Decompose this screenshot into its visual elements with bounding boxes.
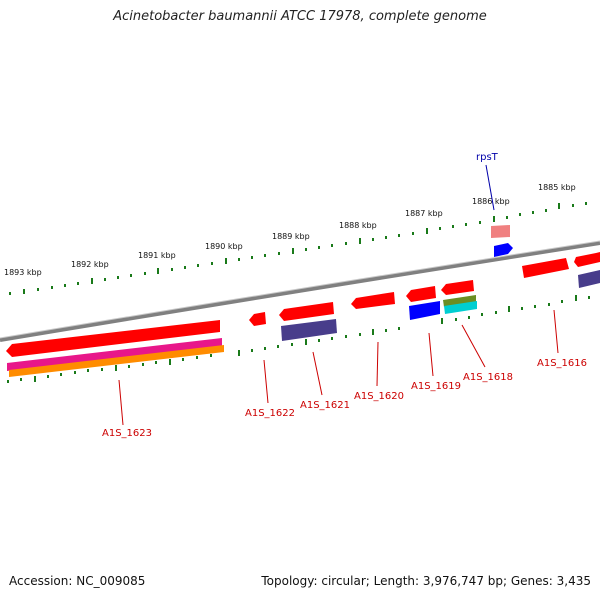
gene-arrow-1620 bbox=[351, 292, 395, 309]
gene-arrow-1615 bbox=[574, 252, 600, 267]
gene-arrow-1618 bbox=[441, 280, 474, 295]
gene-arrow-1621-protein bbox=[281, 319, 337, 341]
gene-label-A1S_1621: A1S_1621 bbox=[300, 400, 350, 411]
kbp-tick-label-1890: 1890 kbp bbox=[205, 242, 243, 251]
kbp-tick-label-1891: 1891 kbp bbox=[138, 251, 176, 260]
gene-arrow-1623-magenta bbox=[7, 338, 222, 371]
genome-backbone-highlight bbox=[0, 240, 600, 339]
gene-label-A1S_1620: A1S_1620 bbox=[354, 391, 404, 402]
gene-label-A1S_1623: A1S_1623 bbox=[102, 428, 152, 439]
kbp-tick-label-1888: 1888 kbp bbox=[339, 221, 377, 230]
gene-arrow-1616-protein bbox=[578, 270, 600, 288]
kbp-tick-label-1892: 1892 kbp bbox=[71, 260, 109, 269]
gene-arrow-1622 bbox=[249, 312, 266, 326]
kbp-tick-label-1889: 1889 kbp bbox=[272, 232, 310, 241]
gene-arrow-1619-protein bbox=[409, 301, 440, 320]
gene-label-A1S_1619: A1S_1619 bbox=[411, 381, 461, 392]
gene-label-rpsT: rpsT bbox=[476, 152, 499, 163]
kbp-tick-label-1885: 1885 kbp bbox=[538, 183, 576, 192]
gene-arrow-1621 bbox=[279, 302, 334, 321]
kbp-tick-label-1893: 1893 kbp bbox=[4, 268, 42, 277]
gene-arrow-1623 bbox=[6, 320, 220, 357]
gene-arrow-1618-cyan bbox=[444, 301, 477, 314]
gene-arrow-1619 bbox=[406, 286, 436, 302]
gene-label-A1S_1618: A1S_1618 bbox=[463, 372, 513, 383]
gene-label-A1S_1622: A1S_1622 bbox=[245, 408, 295, 419]
gene-arrow-rpsT bbox=[491, 225, 510, 238]
kbp-tick-label-1886: 1886 kbp bbox=[472, 197, 510, 206]
label-leader-lines bbox=[118, 164, 559, 426]
map-title: Acinetobacter baumannii ATCC 17978, comp… bbox=[113, 9, 487, 24]
gene-arrow-1623-orange bbox=[9, 345, 224, 377]
kbp-tick-label-1887: 1887 kbp bbox=[405, 209, 443, 218]
inner-tick-row bbox=[7, 295, 590, 383]
outer-tick-row bbox=[9, 202, 587, 295]
gene-arrow-rpsT-protein bbox=[494, 243, 513, 257]
gene-label-A1S_1616: A1S_1616 bbox=[537, 358, 587, 369]
genome-backbone bbox=[0, 241, 600, 342]
accession-text: Accession: NC_009085 bbox=[9, 574, 146, 588]
gene-arrow-1616 bbox=[522, 258, 569, 278]
topology-text: Topology: circular; Length: 3,976,747 bp… bbox=[261, 574, 591, 588]
